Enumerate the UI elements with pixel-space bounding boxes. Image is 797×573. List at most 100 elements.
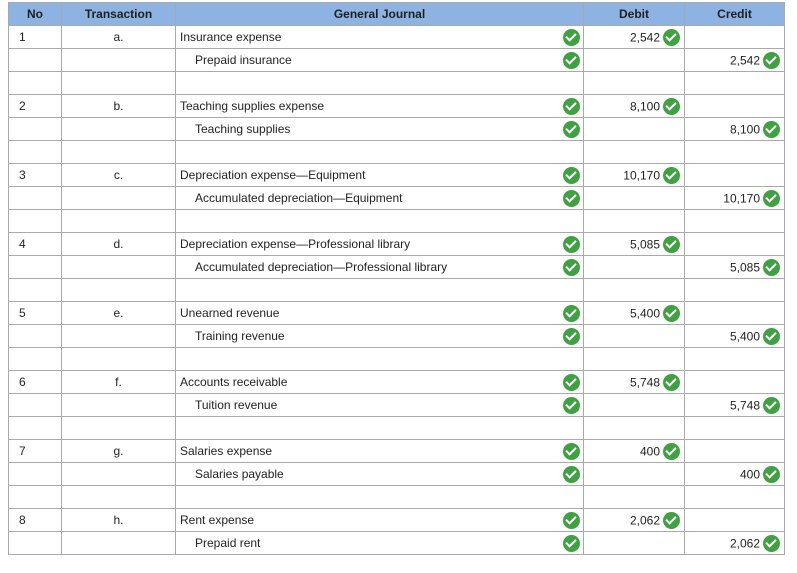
debit-amount-cell[interactable] (583, 531, 685, 555)
debit-amount-cell[interactable] (583, 462, 685, 486)
debit-amount-cell[interactable]: 8,100 (583, 94, 685, 118)
debit-account-name[interactable]: Unearned revenue (180, 306, 280, 320)
account-cell: Salaries expense (175, 439, 584, 463)
debit-amount-cell[interactable]: 2,062 (583, 508, 685, 532)
account-cell: Depreciation expense—Equipment (175, 163, 584, 187)
empty-cell (61, 117, 176, 141)
checkmark-icon (563, 28, 580, 46)
account-cell: Salaries payable (175, 462, 584, 486)
debit-account-name[interactable]: Rent expense (180, 513, 255, 527)
entry-number: 5 (8, 301, 62, 325)
debit-amount-cell[interactable]: 5,085 (583, 232, 685, 256)
debit-amount-cell[interactable]: 10,170 (583, 163, 685, 187)
credit-amount-cell[interactable] (684, 439, 785, 463)
checkmark-icon (563, 534, 580, 552)
debit-account-name[interactable]: Insurance expense (180, 30, 282, 44)
empty-cell (684, 209, 785, 233)
spacer-row (8, 278, 785, 302)
checkmark-icon (563, 465, 580, 483)
debit-account-name[interactable]: Teaching supplies expense (180, 99, 325, 113)
credit-amount-cell[interactable]: 8,100 (684, 117, 785, 141)
credit-amount-cell[interactable] (684, 163, 785, 187)
checkmark-icon (563, 166, 580, 184)
debit-account-name[interactable]: Accounts receivable (180, 375, 288, 389)
debit-account-name[interactable]: Depreciation expense—Professional librar… (180, 237, 411, 251)
empty-cell (8, 485, 62, 509)
transaction-letter: c. (61, 163, 176, 187)
empty-cell (61, 347, 176, 371)
credit-amount-cell[interactable]: 5,748 (684, 393, 785, 417)
empty-cell (8, 393, 62, 417)
debit-amount-cell[interactable] (583, 48, 685, 72)
empty-cell (8, 531, 62, 555)
debit-amount-cell[interactable] (583, 117, 685, 141)
debit-amount-cell[interactable] (583, 186, 685, 210)
credit-account-name[interactable]: Tuition revenue (195, 398, 278, 412)
credit-account-name[interactable]: Accumulated depreciation—Equipment (195, 191, 403, 205)
journal-body: 1 a. Insurance expense 2,542 Prepaid insuran… (8, 25, 785, 555)
credit-amount-cell[interactable]: 5,085 (684, 255, 785, 279)
credit-amount-cell[interactable]: 5,400 (684, 324, 785, 348)
checkmark-icon (663, 235, 680, 253)
credit-amount-cell[interactable] (684, 94, 785, 118)
credit-amount-cell[interactable] (684, 25, 785, 49)
account-cell: Accounts receivable (175, 370, 584, 394)
checkmark-icon (563, 189, 580, 207)
transaction-letter: h. (61, 508, 176, 532)
entry-debit-row: 3 c. Depreciation expense—Equipment 10,170 (8, 163, 785, 187)
empty-cell (61, 255, 176, 279)
checkmark-icon (663, 304, 680, 322)
debit-amount-cell[interactable] (583, 393, 685, 417)
debit-amount-cell[interactable]: 400 (583, 439, 685, 463)
empty-cell (175, 278, 584, 302)
debit-amount-cell[interactable]: 5,748 (583, 370, 685, 394)
checkmark-icon (763, 534, 780, 552)
credit-amount-cell[interactable]: 2,542 (684, 48, 785, 72)
checkmark-icon (563, 511, 580, 529)
debit-amount-cell[interactable] (583, 324, 685, 348)
empty-cell (61, 71, 176, 95)
transaction-letter: a. (61, 25, 176, 49)
credit-amount-cell[interactable] (684, 301, 785, 325)
checkmark-icon (563, 51, 580, 69)
credit-account-name[interactable]: Teaching supplies (195, 122, 291, 136)
credit-amount-cell[interactable]: 2,062 (684, 531, 785, 555)
transaction-letter: e. (61, 301, 176, 325)
debit-amount-cell[interactable] (583, 255, 685, 279)
credit-amount-cell[interactable] (684, 370, 785, 394)
empty-cell (175, 416, 584, 440)
debit-amount-cell[interactable]: 5,400 (583, 301, 685, 325)
credit-amount-cell[interactable] (684, 232, 785, 256)
empty-cell (684, 278, 785, 302)
entry-credit-row: Training revenue 5,400 (8, 324, 785, 348)
credit-account-name[interactable]: Accumulated depreciation—Professional li… (195, 260, 448, 274)
entry-number: 3 (8, 163, 62, 187)
empty-cell (8, 278, 62, 302)
debit-amount-cell[interactable]: 2,542 (583, 25, 685, 49)
account-cell: Unearned revenue (175, 301, 584, 325)
checkmark-icon (563, 442, 580, 460)
credit-account-name[interactable]: Prepaid insurance (195, 53, 292, 67)
account-cell: Training revenue (175, 324, 584, 348)
credit-account-name[interactable]: Salaries payable (195, 467, 284, 481)
credit-amount-cell[interactable] (684, 508, 785, 532)
empty-cell (61, 140, 176, 164)
entry-credit-row: Accumulated depreciation—Equipment 10,170 (8, 186, 785, 210)
empty-cell (583, 416, 685, 440)
checkmark-icon (763, 396, 780, 414)
empty-cell (8, 324, 62, 348)
credit-amount-cell[interactable]: 400 (684, 462, 785, 486)
entry-credit-row: Teaching supplies 8,100 (8, 117, 785, 141)
debit-account-name[interactable]: Salaries expense (180, 444, 273, 458)
checkmark-icon (763, 189, 780, 207)
checkmark-icon (763, 120, 780, 138)
debit-account-name[interactable]: Depreciation expense—Equipment (180, 168, 366, 182)
credit-amount-cell[interactable]: 10,170 (684, 186, 785, 210)
entry-debit-row: 1 a. Insurance expense 2,542 (8, 25, 785, 49)
credit-account-name[interactable]: Prepaid rent (195, 536, 261, 550)
checkmark-icon (663, 373, 680, 391)
credit-account-name[interactable]: Training revenue (195, 329, 285, 343)
transaction-letter: b. (61, 94, 176, 118)
checkmark-icon (563, 327, 580, 345)
entry-debit-row: 7 g. Salaries expense 400 (8, 439, 785, 463)
